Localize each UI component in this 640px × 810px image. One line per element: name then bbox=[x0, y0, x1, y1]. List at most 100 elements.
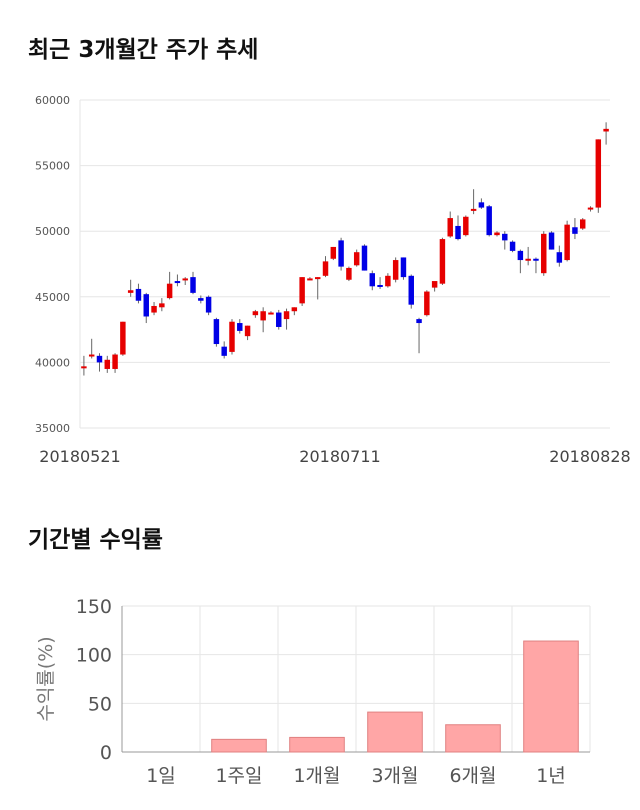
candle bbox=[494, 231, 500, 237]
candle-body bbox=[338, 240, 344, 267]
y-axis-label: 수익률(%) bbox=[35, 636, 57, 721]
candle bbox=[88, 338, 95, 359]
candle bbox=[291, 307, 298, 316]
candle bbox=[198, 295, 204, 304]
candle-body bbox=[408, 275, 414, 305]
y-tick-label: 55000 bbox=[35, 160, 70, 173]
candle bbox=[314, 277, 321, 300]
candle-body bbox=[478, 202, 485, 208]
candle-body bbox=[268, 312, 274, 315]
x-tick-label: 1일 bbox=[146, 765, 176, 787]
candle bbox=[439, 237, 446, 285]
x-tick-label: 20180828 bbox=[549, 447, 630, 466]
candle-body bbox=[541, 233, 547, 274]
x-tick-label: 1주일 bbox=[215, 765, 262, 787]
candle bbox=[416, 317, 422, 354]
candle-body bbox=[159, 303, 165, 308]
candle-body bbox=[88, 354, 95, 357]
candle bbox=[361, 244, 368, 271]
bar bbox=[445, 724, 501, 753]
candle-body bbox=[314, 277, 321, 280]
candle-body bbox=[595, 139, 602, 208]
candle-body bbox=[299, 277, 305, 304]
candle-body bbox=[81, 366, 87, 369]
returns-title: 기간별 수익률 bbox=[28, 527, 163, 553]
candle bbox=[307, 277, 313, 281]
candle-body bbox=[579, 219, 586, 229]
candle bbox=[424, 290, 430, 317]
y-tick-label: 150 bbox=[76, 596, 112, 618]
candle bbox=[564, 220, 570, 262]
candle-body bbox=[548, 232, 555, 250]
candle-body bbox=[385, 275, 391, 287]
x-tick-label: 6개월 bbox=[449, 765, 496, 787]
y-tick-label: 50000 bbox=[35, 225, 70, 238]
candle bbox=[377, 277, 383, 289]
candle-body bbox=[112, 354, 118, 369]
candle-body bbox=[221, 346, 227, 356]
candle bbox=[135, 283, 142, 304]
y-tick-label: 40000 bbox=[35, 356, 70, 369]
candle-body bbox=[494, 232, 500, 236]
candle-body bbox=[143, 294, 149, 317]
candle bbox=[174, 274, 181, 287]
candle bbox=[587, 206, 594, 212]
y-tick-label: 50 bbox=[88, 693, 112, 715]
candle bbox=[213, 317, 220, 347]
candle bbox=[478, 198, 485, 209]
candle-body bbox=[166, 283, 173, 299]
candle bbox=[447, 211, 453, 238]
bar bbox=[289, 736, 345, 753]
candle bbox=[486, 204, 492, 237]
candle-body bbox=[392, 260, 399, 280]
candle bbox=[525, 246, 531, 266]
candle-body bbox=[244, 325, 251, 337]
candle bbox=[338, 237, 344, 271]
price-trend-title: 최근 3개월간 주가 추세 bbox=[28, 37, 259, 63]
candle bbox=[104, 355, 111, 373]
candle bbox=[603, 122, 609, 145]
x-tick-label: 20180521 bbox=[39, 447, 120, 466]
candle bbox=[322, 256, 329, 278]
candle bbox=[221, 341, 227, 359]
candle-body bbox=[346, 267, 352, 280]
candle-body bbox=[330, 246, 337, 259]
candle bbox=[572, 218, 578, 240]
candle bbox=[81, 355, 87, 376]
candle-body bbox=[283, 311, 290, 320]
candle bbox=[455, 215, 461, 241]
candle-body bbox=[96, 355, 103, 363]
candle-body bbox=[120, 321, 126, 355]
returns-bar-chart: 0 50 100 150 수익률(%) 1일 1주일 1개월 3개월 6개월 1년 bbox=[35, 596, 591, 787]
candle bbox=[143, 292, 149, 324]
candle bbox=[517, 249, 524, 274]
candle-body bbox=[229, 321, 235, 352]
candle-body bbox=[533, 258, 539, 261]
x-tick-label: 20180711 bbox=[299, 447, 380, 466]
candle-body bbox=[439, 239, 446, 284]
candle-body bbox=[431, 281, 438, 288]
candle bbox=[283, 308, 290, 330]
y-tick-label: 45000 bbox=[35, 291, 70, 304]
candle-body bbox=[252, 311, 259, 316]
candle bbox=[229, 319, 235, 355]
candle-body bbox=[486, 206, 492, 236]
candle bbox=[470, 189, 477, 215]
candle-body bbox=[237, 323, 243, 331]
candle bbox=[190, 271, 196, 295]
candle-body bbox=[400, 257, 407, 278]
candle bbox=[299, 277, 305, 306]
candle bbox=[595, 139, 602, 213]
candle bbox=[276, 309, 282, 330]
y-tick-label: 100 bbox=[76, 645, 112, 667]
candle-body bbox=[205, 296, 212, 313]
candle bbox=[556, 245, 563, 267]
y-tick-label: 60000 bbox=[35, 94, 70, 107]
candle bbox=[120, 321, 126, 356]
candle bbox=[127, 279, 134, 297]
candle-body bbox=[190, 277, 196, 293]
candle-body bbox=[377, 284, 383, 287]
candle bbox=[369, 270, 376, 291]
candle-body bbox=[260, 311, 266, 321]
candle bbox=[502, 231, 508, 250]
